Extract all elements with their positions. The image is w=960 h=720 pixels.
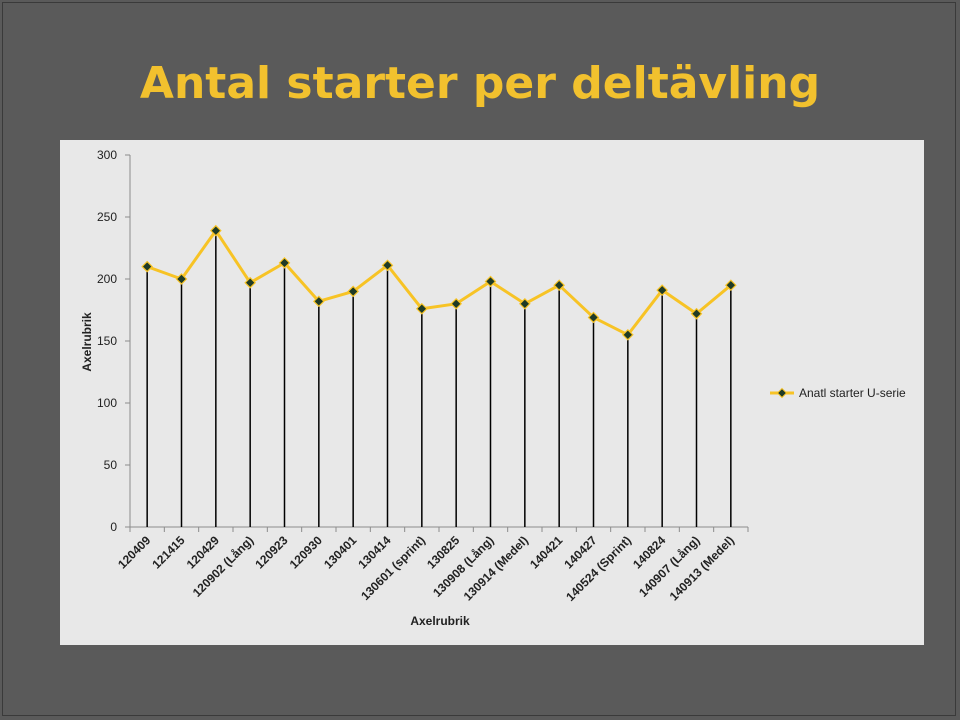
y-tick-label: 100	[97, 396, 117, 410]
data-point	[381, 259, 394, 272]
data-point	[244, 276, 257, 289]
data-point	[621, 328, 634, 341]
x-tick-label: 140421	[527, 533, 565, 571]
series-line	[146, 229, 732, 337]
data-point	[450, 297, 463, 310]
data-point	[553, 279, 566, 292]
data-point	[209, 224, 222, 237]
data-point	[656, 284, 669, 297]
x-tick-label: 121415	[149, 533, 187, 571]
legend-label: Anatl starter U-serie	[799, 386, 906, 400]
data-point	[278, 257, 291, 269]
x-tick-label: 120409	[115, 533, 153, 571]
legend-marker	[776, 387, 788, 399]
data-point	[518, 297, 531, 310]
data-point	[312, 295, 325, 308]
data-point	[347, 285, 360, 298]
y-tick-label: 300	[97, 148, 117, 162]
y-tick-label: 150	[97, 334, 117, 348]
x-tick-label: 120902 (Lång)	[190, 533, 257, 600]
y-axis-title: Axelrubrik	[80, 312, 94, 372]
x-tick-label: 130401	[321, 533, 359, 571]
data-point	[587, 311, 600, 324]
data-point	[724, 279, 737, 292]
data-point	[415, 302, 428, 315]
x-tick-label: 120923	[252, 533, 290, 571]
data-point	[141, 260, 154, 273]
data-point	[484, 275, 497, 288]
x-tick-label: 130601 (sprint)	[358, 533, 428, 603]
y-tick-label: 50	[104, 458, 118, 472]
x-tick-label: 120930	[287, 533, 325, 571]
y-tick-label: 200	[97, 272, 117, 286]
page-title: Antal starter per deltävling	[139, 58, 821, 109]
data-point	[175, 273, 188, 285]
y-tick-label: 0	[110, 520, 117, 534]
y-tick-label: 250	[97, 210, 117, 224]
x-axis-title: Axelrubrik	[410, 614, 470, 628]
data-point	[690, 307, 703, 320]
